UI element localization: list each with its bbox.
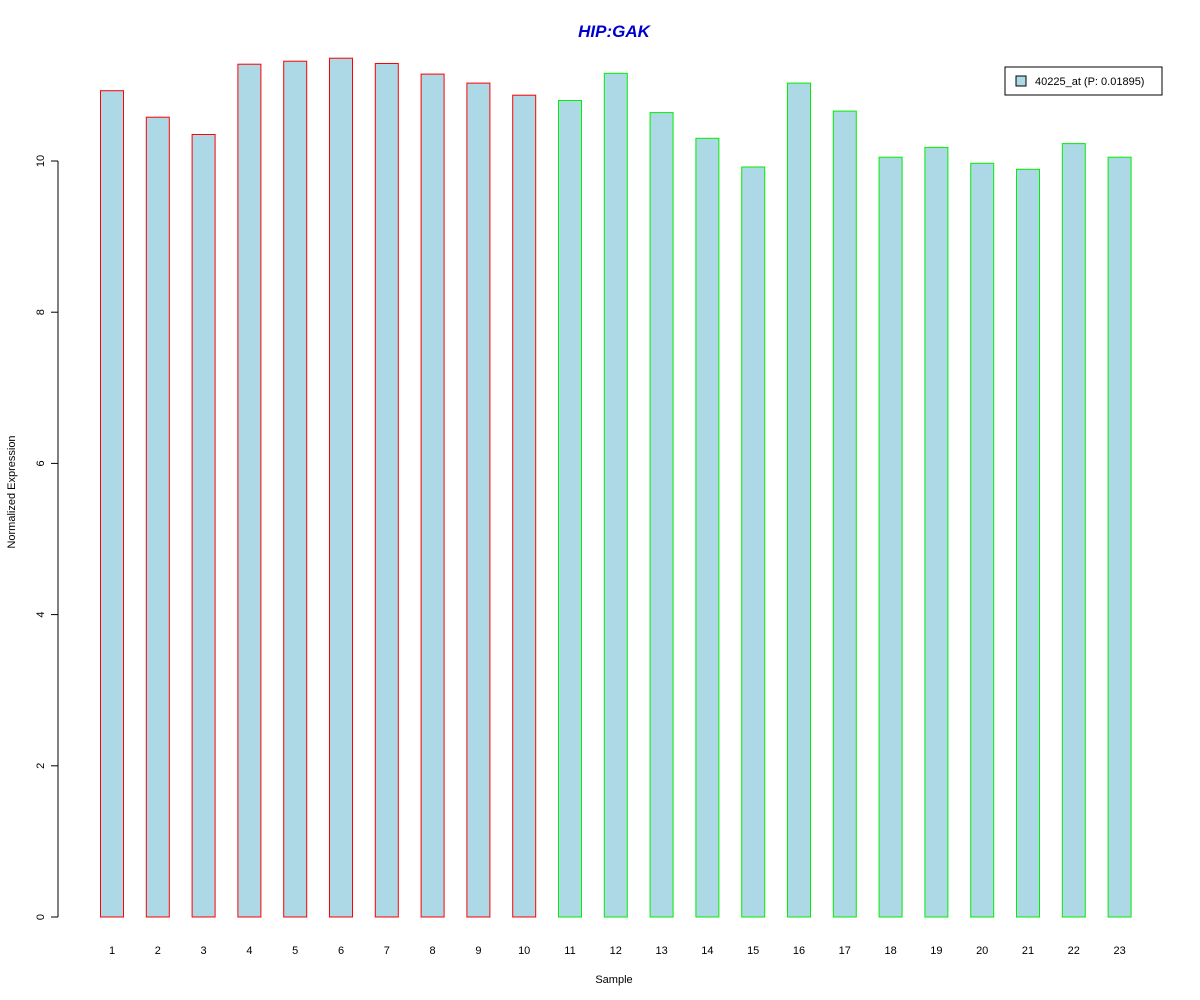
x-tick-label: 17	[839, 945, 851, 957]
y-tick-label: 8	[35, 309, 47, 315]
bars-group	[100, 57, 1132, 918]
x-tick-label: 14	[701, 945, 713, 957]
x-tick-label: 1	[109, 945, 115, 957]
chart-title: HIP:GAK	[578, 22, 652, 41]
bar-sample-12	[603, 72, 628, 918]
legend-swatch	[1015, 75, 1027, 87]
x-tick-label: 8	[430, 945, 436, 957]
legend-label: 40225_at (P: 0.01895)	[1035, 76, 1144, 88]
x-tick-label: 9	[475, 945, 481, 957]
bar-sample-17	[832, 110, 857, 918]
bar-sample-19	[924, 146, 949, 918]
x-tick-label: 2	[155, 945, 161, 957]
x-tick-label: 18	[884, 945, 896, 957]
x-axis-label: Sample	[595, 974, 632, 986]
bar-sample-23	[1107, 156, 1132, 918]
y-axis-label: Normalized Expression	[6, 435, 18, 548]
bar-sample-18	[878, 156, 903, 918]
x-tick-label: 12	[610, 945, 622, 957]
x-tick-label: 15	[747, 945, 759, 957]
legend-box	[1004, 66, 1163, 96]
bar-sample-2	[145, 116, 170, 918]
legend: 40225_at (P: 0.01895)	[1004, 66, 1163, 96]
x-tick-label: 20	[976, 945, 988, 957]
x-tick-label: 22	[1068, 945, 1080, 957]
bar-sample-22	[1061, 143, 1086, 918]
bar-sample-16	[787, 82, 811, 918]
bar-sample-14	[695, 137, 720, 918]
x-tick-label: 3	[201, 945, 207, 957]
x-tick-label: 19	[930, 945, 942, 957]
y-tick-label: 2	[35, 763, 47, 769]
bar-sample-1	[100, 90, 124, 918]
bar-sample-6	[329, 57, 353, 918]
bar-sample-3	[191, 134, 216, 918]
x-tick-label: 6	[338, 945, 344, 957]
bar-sample-4	[237, 63, 262, 918]
y-tick-label: 0	[35, 914, 47, 920]
bar-sample-21	[1016, 168, 1040, 918]
x-tick-label: 13	[655, 945, 667, 957]
x-tick-label: 23	[1113, 945, 1125, 957]
x-tick-label: 16	[793, 945, 805, 957]
bar-sample-9	[466, 82, 491, 918]
x-tick-label: 5	[292, 945, 298, 957]
bar-sample-15	[741, 166, 766, 918]
x-tick-label: 4	[246, 945, 252, 957]
bar-sample-20	[970, 162, 995, 918]
bar-sample-11	[558, 100, 582, 918]
y-tick-label: 10	[35, 155, 47, 167]
x-tick-label: 7	[384, 945, 390, 957]
y-tick-label: 6	[35, 460, 47, 466]
x-tick-label: 11	[564, 945, 575, 957]
bar-sample-10	[512, 94, 537, 918]
bar-sample-5	[283, 60, 308, 918]
bar-sample-13	[649, 112, 674, 918]
bar-sample-7	[374, 63, 399, 918]
x-tick-label: 10	[518, 945, 530, 957]
y-tick-label: 4	[35, 612, 47, 618]
y-axis: 0 2 4 6 8 10	[35, 155, 59, 920]
bar-sample-8	[420, 73, 445, 918]
x-tick-label: 21	[1022, 945, 1034, 957]
x-tick-labels: 1 2 3 4 5 6 7 8 9 10 11 12 13 14 15 16 17 18 19 20 21 22 23	[109, 945, 1126, 957]
